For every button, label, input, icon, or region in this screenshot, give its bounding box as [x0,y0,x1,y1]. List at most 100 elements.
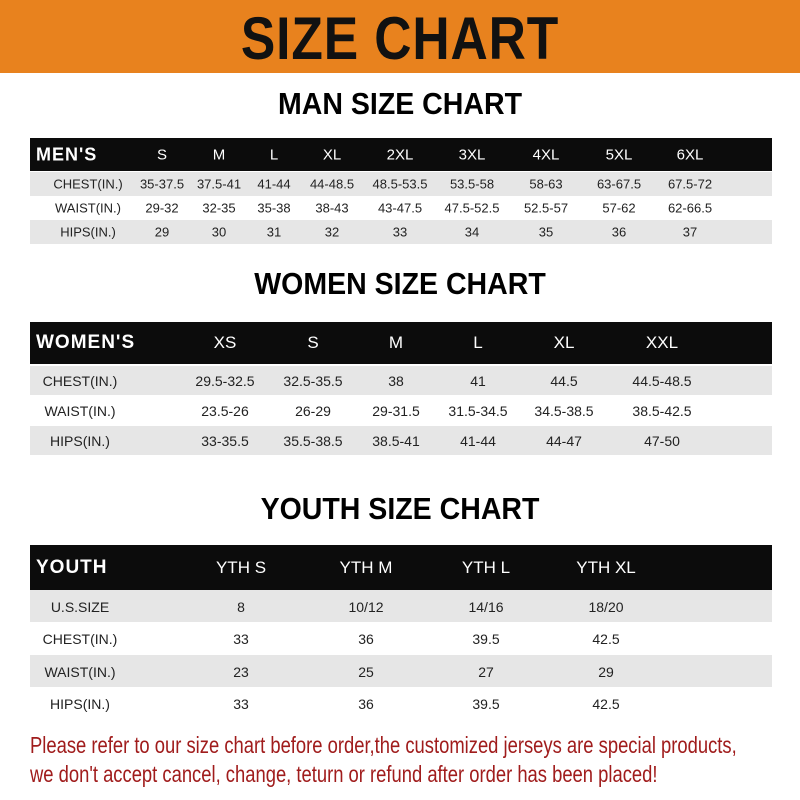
youth-section-title: YOUTH SIZE CHART [260,491,540,526]
table-cell: 38.5-42.5 [632,402,692,419]
table-cell: 34 [464,224,480,240]
women-section-title: WOMEN SIZE CHART [254,266,546,301]
table-cell: 41-44 [460,432,496,449]
table-cell: 38.5-41 [372,432,420,449]
table-cell: 31.5-34.5 [448,402,508,419]
table-cell: 53.5-58 [449,176,495,192]
table-row: HIPS(IN.) 33-35.5 35.5-38.5 38.5-41 41-44 44-… [30,426,772,455]
table-cell: YTH M [339,557,393,577]
table-cell: 8 [237,598,245,615]
table-cell: 33-35.5 [201,432,249,449]
table-cell: 33 [233,695,249,712]
table-cell: 34.5-38.5 [534,402,594,419]
youth-size-table: YOUTH YTH S YTH M YTH L YTH XL U.S.SIZE 8 10/12… [30,545,772,720]
table-cell: 36 [358,695,374,712]
table-cell: 37.5-41 [196,176,242,192]
table-cell: 44-47 [546,432,582,449]
table-cell: 18/20 [588,598,624,615]
table-row: CHEST(IN.) 33 36 39.5 42.5 [30,622,772,655]
table-cell: 29-32 [145,200,179,216]
table-cell: 38 [388,372,404,389]
row-label: WOMEN'S [36,332,136,353]
disclaimer-line-2: we don't accept cancel, change, teturn o… [30,761,658,787]
table-cell: 52.5-57 [523,200,569,216]
table-cell: XL [322,146,342,163]
table-cell: 6XL [676,146,704,163]
table-cell: M [212,146,226,163]
table-cell: 29 [598,663,614,680]
table-cell: 43-47.5 [377,200,423,216]
table-cell: 32 [324,224,340,240]
row-label: YOUTH [36,556,108,578]
table-cell: 27 [478,663,494,680]
table-cell: 62-66.5 [667,200,713,216]
table-cell: 41 [470,372,486,389]
row-label: CHEST(IN.) [42,372,118,389]
table-cell: 26-29 [295,402,331,419]
banner: SIZE CHART [0,0,800,73]
table-cell: S [156,146,168,163]
table-cell: 29-31.5 [372,402,420,419]
row-label: WAIST(IN.) [44,402,116,419]
men-section-title: MAN SIZE CHART [277,86,523,121]
table-cell: 2XL [386,146,414,163]
table-cell: 31 [266,224,282,240]
row-label: MEN'S [36,144,98,164]
table-cell: L [473,333,483,352]
table-cell: 42.5 [592,695,620,712]
table-cell: 57-62 [602,200,636,216]
table-row: U.S.SIZE 8 10/12 14/16 18/20 [30,590,772,623]
table-cell: 58-63 [529,176,563,192]
table-cell: 48.5-53.5 [372,176,428,192]
table-cell: YTH S [215,557,267,577]
table-row: WAIST(IN.) 23 25 27 29 [30,655,772,688]
row-label: HIPS(IN.) [50,432,110,449]
table-cell: 44.5 [550,372,578,389]
table-cell: 35-37.5 [139,176,185,192]
table-cell: 25 [358,663,374,680]
table-row: WAIST(IN.) 23.5-26 26-29 29-31.5 31.5-34.5 34… [30,396,772,425]
table-cell: 44-48.5 [309,176,355,192]
table-cell: 47-50 [644,432,680,449]
table-cell: 36 [358,630,374,647]
table-cell: 23.5-26 [201,402,249,419]
table-cell: L [269,146,279,163]
table-cell: 39.5 [472,695,500,712]
table-cell: 39.5 [472,630,500,647]
table-cell: XL [553,333,575,352]
table-cell: S [307,333,319,352]
header-row: WOMEN'S XS S M L XL XXL [30,322,772,364]
table-cell: 32-35 [202,200,236,216]
row-label: HIPS(IN.) [50,695,110,712]
header-row: YOUTH YTH S YTH M YTH L YTH XL [30,545,772,590]
row-label: HIPS(IN.) [60,224,116,240]
table-cell: 36 [611,224,627,240]
table-cell: 35.5-38.5 [283,432,343,449]
row-label: WAIST(IN.) [44,663,116,680]
table-cell: 29.5-32.5 [195,372,255,389]
table-row: HIPS(IN.) 33 36 39.5 42.5 [30,687,772,720]
table-cell: XXL [645,333,679,352]
table-cell: 14/16 [468,598,504,615]
table-cell: 41-44 [257,176,291,192]
table-cell: 33 [392,224,408,240]
table-cell: 42.5 [592,630,620,647]
table-cell: YTH XL [576,557,636,577]
table-cell: 63-67.5 [596,176,642,192]
table-cell: 4XL [532,146,560,163]
table-row: WAIST(IN.) 29-32 32-35 35-38 38-43 43-47.5 47.… [30,196,772,220]
banner-title: SIZE CHART [240,5,560,72]
disclaimer-line-1: Please refer to our size chart before or… [30,732,737,758]
row-label: CHEST(IN.) [53,176,123,192]
table-cell: 35-38 [257,200,291,216]
table-cell: 67.5-72 [667,176,713,192]
table-cell: 29 [154,224,170,240]
table-cell: 32.5-35.5 [283,372,343,389]
row-label: CHEST(IN.) [42,630,118,647]
table-cell: XS [213,333,237,352]
table-cell: 3XL [458,146,486,163]
table-cell: 47.5-52.5 [444,200,500,216]
table-cell: 23 [233,663,249,680]
table-cell: 33 [233,630,249,647]
row-label: U.S.SIZE [50,598,110,615]
